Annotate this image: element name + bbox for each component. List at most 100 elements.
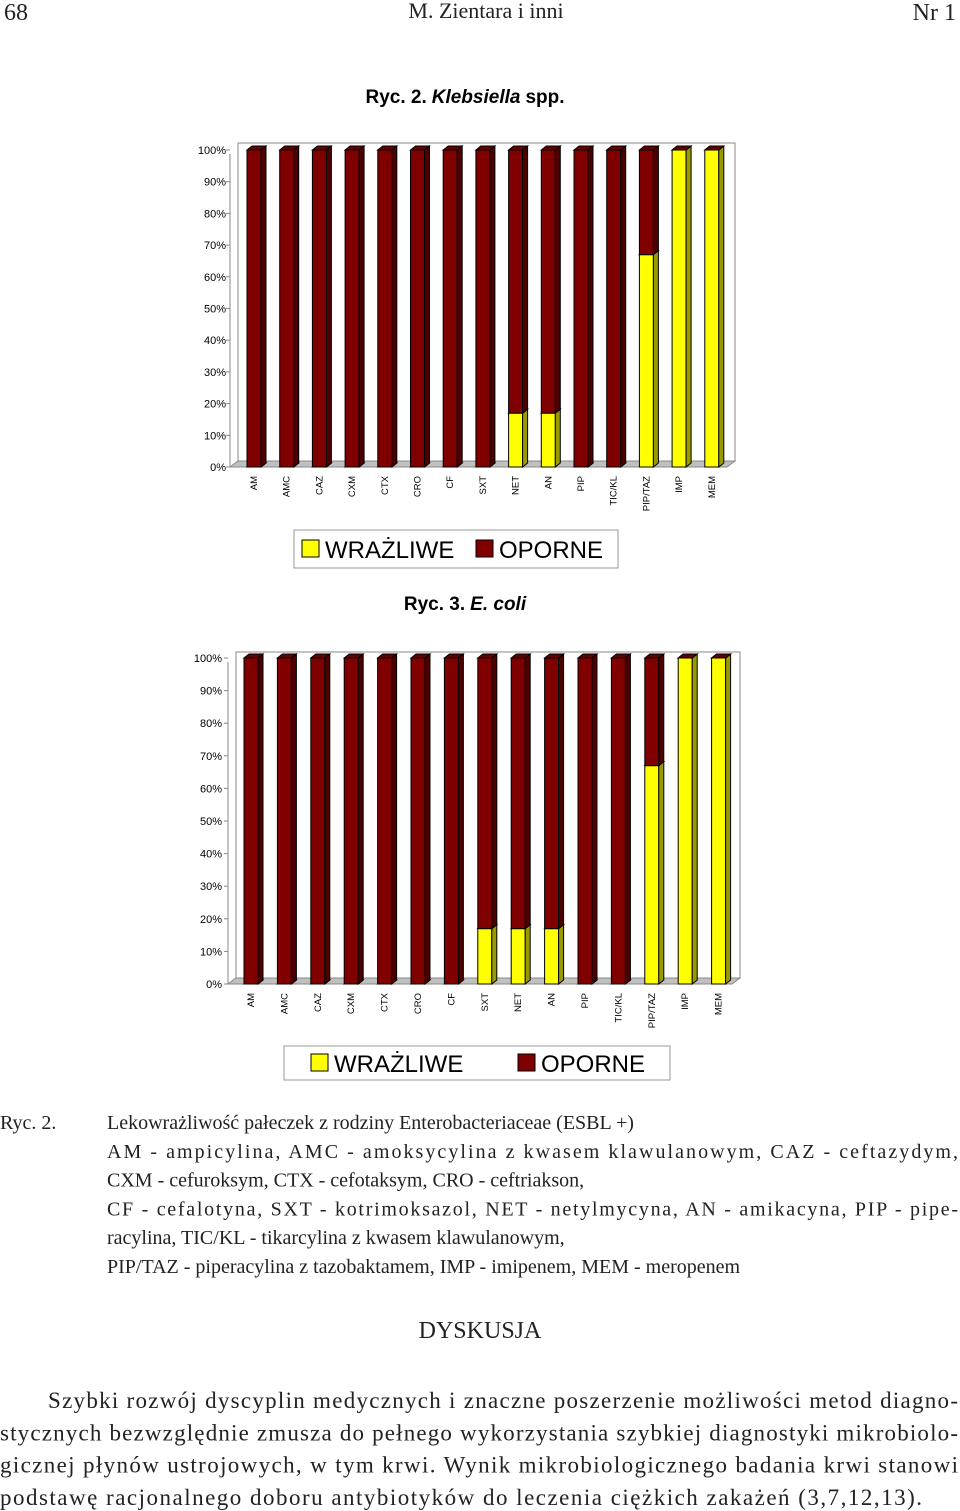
- legend-label: WRAŻLIWE: [334, 1051, 463, 1078]
- bar-top: [242, 653, 265, 659]
- x-tick-label: CTX: [380, 992, 391, 1012]
- bar-front: [310, 657, 326, 985]
- bar-top: [710, 653, 733, 659]
- x-tick-label: PIP: [576, 476, 587, 491]
- bar-top: [609, 653, 632, 659]
- x-tick-label: CXM: [347, 476, 358, 497]
- bar-segment: [643, 760, 666, 986]
- x-tick-label: TIC/KL: [613, 993, 624, 1023]
- caption-line: racylina, TIC/KL - tikarcylina z kwasem …: [107, 1227, 565, 1249]
- bar-segment: [474, 144, 497, 469]
- x-tick-label: IMP: [680, 993, 691, 1010]
- legend-box: [283, 1045, 671, 1081]
- bar-front: [279, 149, 295, 468]
- bar-top: [278, 145, 301, 151]
- bar-side: [358, 144, 365, 469]
- bar-segment: [409, 144, 431, 469]
- y-tick-label: 70%: [200, 751, 222, 763]
- bar-top: [376, 653, 399, 659]
- bar-segment: [245, 144, 268, 469]
- bar-segment: [376, 652, 399, 986]
- bar-side: [257, 652, 264, 986]
- x-tick-label: CF: [445, 476, 456, 489]
- y-tick-label: 20%: [204, 399, 226, 411]
- x-tick-label: CTX: [380, 475, 391, 495]
- bar-side: [424, 144, 430, 469]
- bar-front: [508, 412, 524, 468]
- bar-segment: [343, 144, 366, 469]
- bar-front: [610, 657, 626, 985]
- bar-segment: [609, 652, 632, 986]
- bar-side: [554, 144, 561, 415]
- bar-front: [510, 928, 526, 985]
- y-tick-label: 10%: [204, 430, 226, 442]
- bar-top: [245, 145, 268, 151]
- bar-front: [477, 657, 493, 930]
- bar-segment: [509, 652, 532, 930]
- bar-segment: [605, 144, 628, 469]
- bar-segment: [376, 144, 399, 469]
- paragraph-line: gicznej płynów ustrojowych, w tym krwi. …: [0, 1453, 958, 1478]
- legend-label: OPORNE: [499, 537, 603, 564]
- x-tick-label: CRO: [413, 993, 424, 1014]
- legend-swatch: [475, 539, 494, 558]
- legend-swatch: [310, 1053, 329, 1072]
- paragraph-line: podstawę racjonalnego doboru antybiotykó…: [0, 1485, 922, 1510]
- bar-side: [391, 144, 398, 469]
- bar-side: [558, 652, 565, 930]
- bar-top: [643, 653, 666, 659]
- bar-front: [606, 149, 622, 468]
- bar-front: [540, 149, 556, 414]
- bar-segment: [278, 144, 301, 469]
- bar-side: [691, 652, 698, 986]
- bar-side: [624, 652, 631, 986]
- bar-side: [524, 923, 531, 986]
- bar-top: [507, 145, 530, 151]
- bar-side: [522, 144, 529, 415]
- x-tick-label: MEM: [714, 993, 725, 1015]
- bar-segment: [275, 652, 298, 986]
- caption-line: CXM - cefuroksym, CTX - cefotaksym, CRO …: [107, 1170, 584, 1192]
- bar-front: [510, 657, 526, 930]
- bar-top: [409, 145, 431, 151]
- legend-label: OPORNE: [541, 1051, 645, 1078]
- bar-top: [703, 145, 726, 151]
- bar-side: [424, 652, 431, 986]
- bar-top: [442, 653, 465, 659]
- title-part: spp.: [525, 87, 564, 108]
- bar-front: [644, 765, 660, 985]
- bar-front: [573, 149, 589, 468]
- bar-front: [276, 657, 292, 985]
- x-tick-label: AN: [547, 993, 558, 1006]
- bar-segment: [670, 144, 693, 469]
- title-part: E. coli: [470, 594, 527, 615]
- x-tick-label: SXT: [478, 476, 489, 495]
- bar-side: [554, 408, 561, 469]
- y-tick-label: 80%: [204, 208, 226, 220]
- bar-front: [577, 657, 593, 985]
- bar-segment: [442, 652, 465, 986]
- x-tick-label: CAZ: [313, 993, 324, 1012]
- bar-front: [443, 657, 459, 985]
- section-title: DYSKUSJA: [419, 1318, 542, 1344]
- bar-side: [391, 652, 398, 986]
- bar-side: [290, 652, 297, 986]
- bar-segment: [670, 145, 693, 151]
- bar-front: [410, 657, 426, 985]
- legend-label: WRAŻLIWE: [325, 537, 454, 564]
- y-tick-label: 0%: [206, 979, 222, 991]
- bar-top: [474, 145, 497, 151]
- y-tick-label: 60%: [204, 272, 226, 284]
- y-tick-label: 50%: [200, 816, 222, 828]
- x-tick-label: AMC: [282, 476, 293, 497]
- bar-side: [491, 652, 498, 930]
- legend-box: [293, 529, 619, 569]
- bar-front: [246, 149, 262, 468]
- x-tick-label: CAZ: [314, 476, 325, 495]
- y-tick-label: 70%: [204, 240, 226, 252]
- bar-side: [620, 144, 627, 469]
- bar-side: [658, 652, 665, 767]
- paragraph-line: Szybki rozwój dyscyplin medycznych i zna…: [48, 1388, 958, 1413]
- bar-segment: [309, 652, 332, 986]
